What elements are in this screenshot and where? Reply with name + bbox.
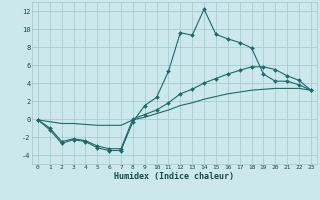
X-axis label: Humidex (Indice chaleur): Humidex (Indice chaleur) [115,172,234,181]
